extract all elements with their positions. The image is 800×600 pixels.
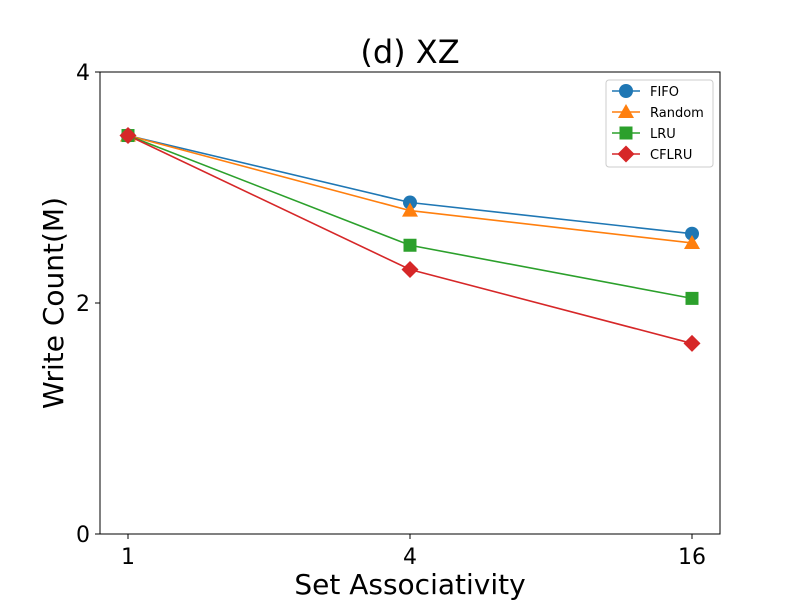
legend-label-cflru: CFLRU bbox=[650, 148, 692, 163]
axes: 1 4 16 0 2 4 bbox=[76, 61, 706, 570]
y-tick-label: 2 bbox=[76, 292, 90, 317]
data-point-cflru bbox=[683, 334, 701, 352]
data-point-fifo bbox=[685, 226, 699, 241]
data-point-random bbox=[402, 202, 418, 217]
data-point-cflru bbox=[401, 261, 419, 279]
legend-label-lru: LRU bbox=[650, 127, 676, 142]
x-tick-label: 1 bbox=[121, 545, 135, 570]
x-axis-label: Set Associativity bbox=[294, 568, 525, 600]
x-tick-label: 4 bbox=[403, 545, 417, 570]
data-point-random bbox=[684, 234, 700, 249]
legend-marker-cflru bbox=[617, 145, 635, 163]
legend-box bbox=[605, 79, 714, 168]
y-tick-label: 4 bbox=[76, 61, 90, 86]
legend-marker-random bbox=[618, 104, 634, 118]
legend-marker-fifo bbox=[619, 84, 633, 98]
data-point-lru bbox=[403, 238, 417, 252]
y-tick-label: 0 bbox=[76, 523, 90, 548]
chart-title: (d) XZ bbox=[360, 33, 459, 71]
x-tick-label: 16 bbox=[678, 545, 706, 570]
legend-marker-lru bbox=[619, 126, 633, 140]
data-point-cflru bbox=[119, 127, 137, 145]
legend-label-fifo: FIFO bbox=[650, 85, 679, 100]
y-axis-label: Write Count(M) bbox=[37, 197, 70, 409]
legend: FIFO Random LRU CFLRU bbox=[605, 79, 714, 168]
data-point-lru bbox=[685, 291, 699, 305]
plot-area bbox=[119, 127, 701, 352]
legend-label-random: Random bbox=[650, 106, 704, 121]
data-point-fifo bbox=[403, 195, 417, 210]
